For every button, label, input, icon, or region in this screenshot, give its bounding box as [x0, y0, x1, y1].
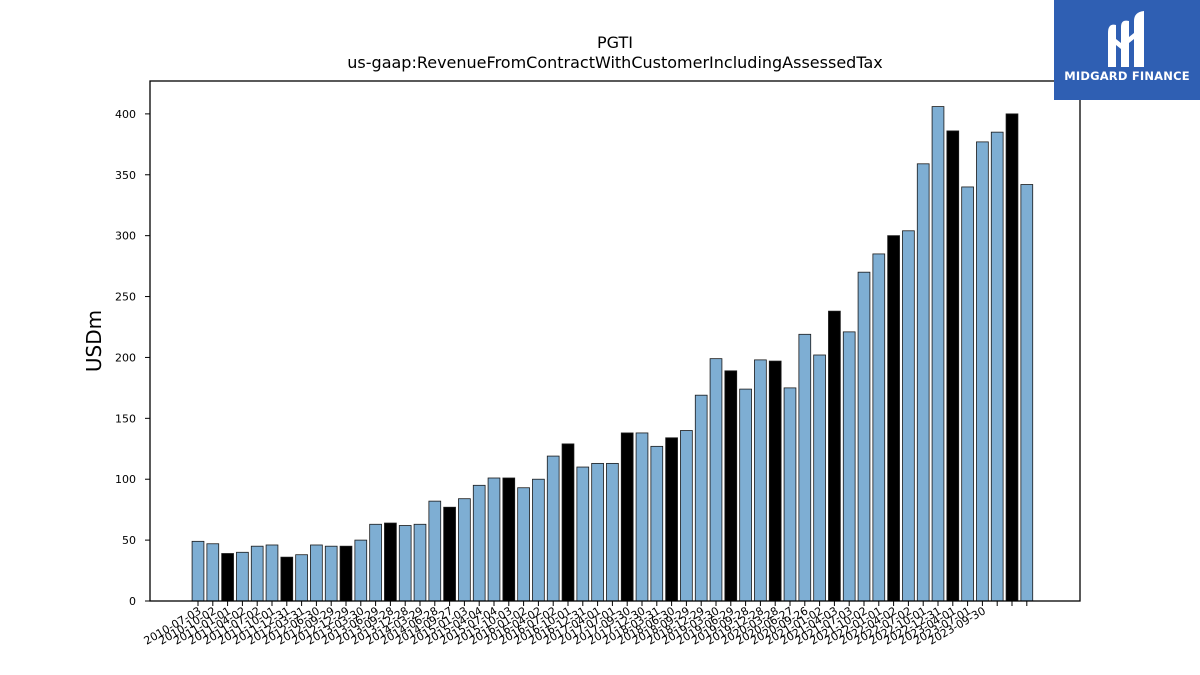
- bar-2011-04-02: [236, 551, 249, 602]
- bar-2023-04-01: [946, 130, 960, 602]
- bar-2018-09-29: [680, 430, 693, 602]
- bar-2023-09-30: [976, 141, 989, 602]
- bar-2014-09-27: [443, 506, 456, 602]
- bar-2022-10-01: [916, 163, 930, 602]
- bar-2023-07-01: [961, 186, 974, 602]
- bar-2013-06-29: [369, 523, 382, 602]
- y-tick-label: 50: [122, 534, 136, 547]
- bar-q56: [1020, 184, 1034, 602]
- bar-2015-10-03: [502, 477, 516, 602]
- y-tick-label: 200: [115, 351, 136, 364]
- midgard-finance-logo: MIDGARD FINANCE: [1054, 0, 1200, 100]
- bar-2019-12-28: [754, 359, 767, 602]
- bar-2021-04-03: [828, 310, 841, 602]
- bar-2017-04-01: [591, 462, 604, 602]
- bar-2012-09-29: [324, 545, 338, 602]
- bar-2013-09-28: [384, 522, 397, 602]
- bar-2015-04-04: [472, 484, 486, 602]
- bar-2010-07-03: [191, 540, 205, 602]
- chart-subtitle: us-gaap:RevenueFromContractWithCustomerI…: [347, 53, 882, 72]
- bar-2019-06-29: [724, 370, 738, 602]
- bar-q54: [990, 131, 1004, 602]
- bar-2015-01-03: [458, 498, 471, 602]
- bar-2016-12-31: [576, 466, 590, 602]
- bar-2020-03-28: [768, 360, 782, 602]
- bar-2012-12-29: [339, 545, 353, 602]
- bar-2021-07-03: [842, 331, 856, 602]
- bar-q55: [1005, 113, 1019, 602]
- y-tick-label: 400: [115, 108, 136, 121]
- plot-frame: [149, 80, 1081, 602]
- bar-2022-12-31: [931, 106, 945, 602]
- bar-2013-12-28: [398, 525, 412, 602]
- bar-2018-03-31: [650, 445, 664, 602]
- bar-2017-12-30: [635, 432, 649, 602]
- bar-2016-10-01: [561, 443, 575, 602]
- bar-2020-06-27: [783, 387, 797, 602]
- y-axis-label: USDm: [82, 310, 106, 372]
- y-tick-label: 250: [115, 291, 136, 304]
- bar-2014-03-29: [413, 523, 427, 602]
- x-axis-ticks: 2010-07-032010-10-022011-01-012011-04-02…: [142, 601, 1028, 648]
- bar-2011-01-01: [221, 553, 234, 602]
- bar-2022-07-02: [902, 230, 915, 602]
- logo-wordmark: MIDGARD FINANCE: [1064, 69, 1190, 83]
- bar-2018-06-30: [665, 437, 678, 602]
- bar-2022-04-02: [887, 235, 900, 602]
- bar-2021-10-02: [857, 271, 871, 602]
- bar-2017-07-01: [606, 462, 619, 602]
- bar-2022-01-01: [872, 253, 886, 602]
- bar-2016-04-02: [532, 478, 545, 602]
- bar-2015-07-04: [487, 477, 501, 602]
- y-tick-label: 100: [115, 473, 136, 486]
- bar-2012-06-30: [310, 544, 323, 602]
- bar-2011-10-01: [265, 544, 279, 602]
- midgard-m-logo-icon: [1108, 11, 1144, 68]
- bar-2010-10-02: [206, 543, 220, 602]
- bar-2018-12-29: [694, 394, 708, 602]
- bar-2019-09-28: [739, 388, 752, 602]
- y-axis-ticks: 0 50 100 150 200 250 300 350 400: [115, 108, 150, 608]
- y-tick-label: 150: [115, 412, 136, 425]
- bar-2017-09-30: [620, 432, 634, 602]
- y-tick-label: 0: [129, 595, 136, 608]
- y-tick-label: 350: [115, 169, 136, 182]
- bar-2012-03-31: [295, 554, 308, 602]
- bar-2014-06-28: [428, 500, 442, 602]
- bar-2020-09-26: [798, 333, 812, 602]
- y-tick-label: 300: [115, 230, 136, 243]
- bar-2013-03-30: [354, 539, 368, 602]
- bar-2016-01-02: [517, 487, 530, 602]
- bar-2016-07-02: [546, 455, 560, 602]
- chart-title: PGTI: [597, 33, 633, 52]
- bar-2011-12-31: [280, 556, 294, 602]
- bars-layer: [191, 106, 1034, 602]
- bar-2021-01-02: [813, 354, 826, 602]
- bar-2011-07-02: [250, 545, 264, 602]
- bar-2019-03-30: [709, 358, 723, 602]
